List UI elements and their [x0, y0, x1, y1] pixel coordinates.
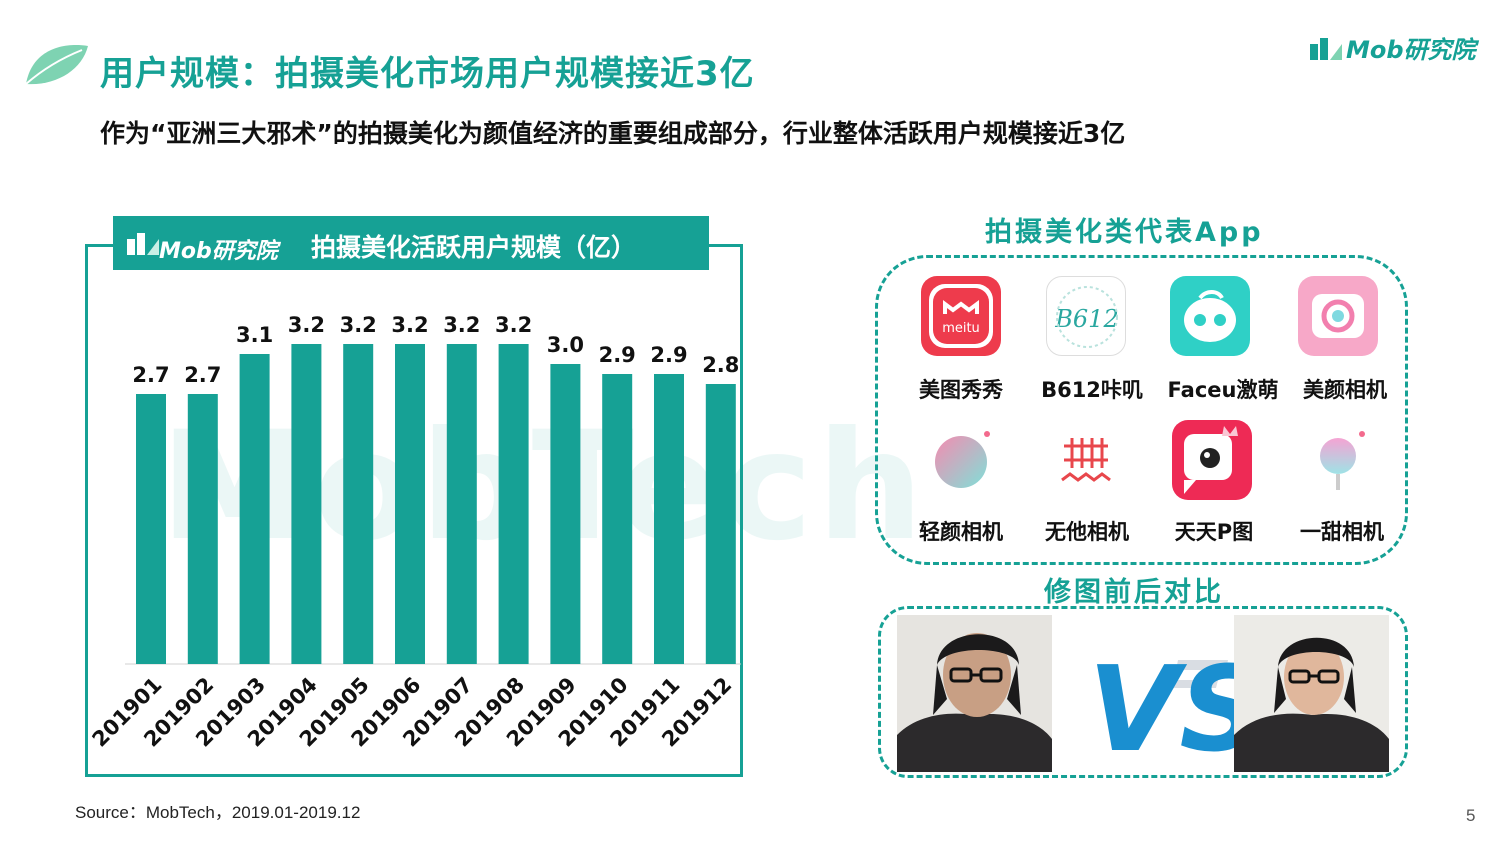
bar — [343, 344, 374, 664]
data-label: 3.2 — [288, 313, 325, 337]
page-number: 5 — [1466, 806, 1476, 825]
wuta-icon — [1046, 420, 1126, 500]
svg-text:B612: B612 — [1054, 305, 1118, 333]
chart-header: Mob研究院 拍摄美化活跃用户规模（亿） — [113, 216, 709, 270]
mob-logo-text: Mob研究院 — [1346, 36, 1476, 64]
apps-box — [875, 255, 1408, 565]
app-label: 天天P图 — [1174, 520, 1254, 544]
beauty-camera-icon — [1298, 276, 1378, 356]
data-label: 3.1 — [236, 323, 273, 347]
before-photo — [897, 615, 1052, 772]
data-label: 3.2 — [443, 313, 480, 337]
svg-text:meitu: meitu — [942, 321, 980, 336]
qingyan-icon — [921, 420, 1001, 500]
faceu-icon — [1170, 276, 1250, 356]
bar-chart: 2.72019012.72019023.12019033.22019043.22… — [88, 313, 741, 752]
mob-logo: Mob研究院 — [1308, 28, 1478, 68]
bar — [291, 344, 322, 664]
vs-icon: VS — [1088, 640, 1238, 760]
page-subtitle: 作为“亚洲三大邪术”的拍摄美化为颜值经济的重要组成部分，行业整体活跃用户规模接近… — [100, 119, 1126, 148]
apps-section-title: 拍摄美化类代表App — [985, 217, 1264, 248]
data-label: 2.7 — [132, 363, 169, 387]
app-label: 美颜相机 — [1303, 378, 1387, 402]
watermark: MobTech — [160, 400, 928, 574]
bar — [550, 364, 581, 664]
bar — [395, 344, 425, 664]
app-label: 美图秀秀 — [919, 378, 1003, 402]
data-label: 3.2 — [495, 313, 532, 337]
vs-text: VS — [1088, 640, 1238, 760]
bar — [446, 344, 477, 664]
data-label: 2.8 — [702, 353, 739, 377]
data-label: 3.2 — [391, 313, 428, 337]
yitian-icon — [1298, 420, 1378, 500]
data-label: 3.2 — [340, 313, 377, 337]
bar — [654, 374, 684, 664]
bar — [187, 394, 218, 664]
bar — [136, 394, 166, 664]
app-label: B612咔叽 — [1041, 378, 1143, 402]
compare-section-title: 修图前后对比 — [1044, 577, 1224, 608]
app-label: Faceu激萌 — [1167, 378, 1279, 402]
data-label: 2.7 — [184, 363, 221, 387]
app-label: 一甜相机 — [1300, 520, 1384, 544]
tiantian-ptu-icon — [1172, 420, 1252, 500]
chart-title: 拍摄美化活跃用户规模（亿） — [311, 233, 637, 262]
chart-logo-text: Mob研究院 — [159, 239, 278, 264]
page-title: 用户规模：拍摄美化市场用户规模接近3亿 — [100, 54, 755, 94]
after-photo — [1234, 615, 1389, 772]
mob-logo-icon — [1310, 38, 1342, 60]
app-label: 轻颜相机 — [919, 520, 1003, 544]
data-label: 3.0 — [547, 333, 584, 357]
bar — [705, 384, 736, 664]
bar — [498, 344, 529, 664]
compare-box — [878, 606, 1408, 778]
leaf-decoration-icon — [25, 45, 88, 85]
data-label: 2.9 — [650, 343, 687, 367]
bar — [602, 374, 633, 664]
data-label: 2.9 — [599, 343, 636, 367]
b612-icon: B612 — [1046, 276, 1126, 356]
source-note: Source：MobTech，2019.01-2019.12 — [75, 803, 361, 822]
app-label: 无他相机 — [1045, 520, 1129, 544]
meitu-icon: meitu — [921, 276, 1001, 356]
chart-logo-icon — [127, 233, 159, 255]
bar — [239, 354, 270, 664]
